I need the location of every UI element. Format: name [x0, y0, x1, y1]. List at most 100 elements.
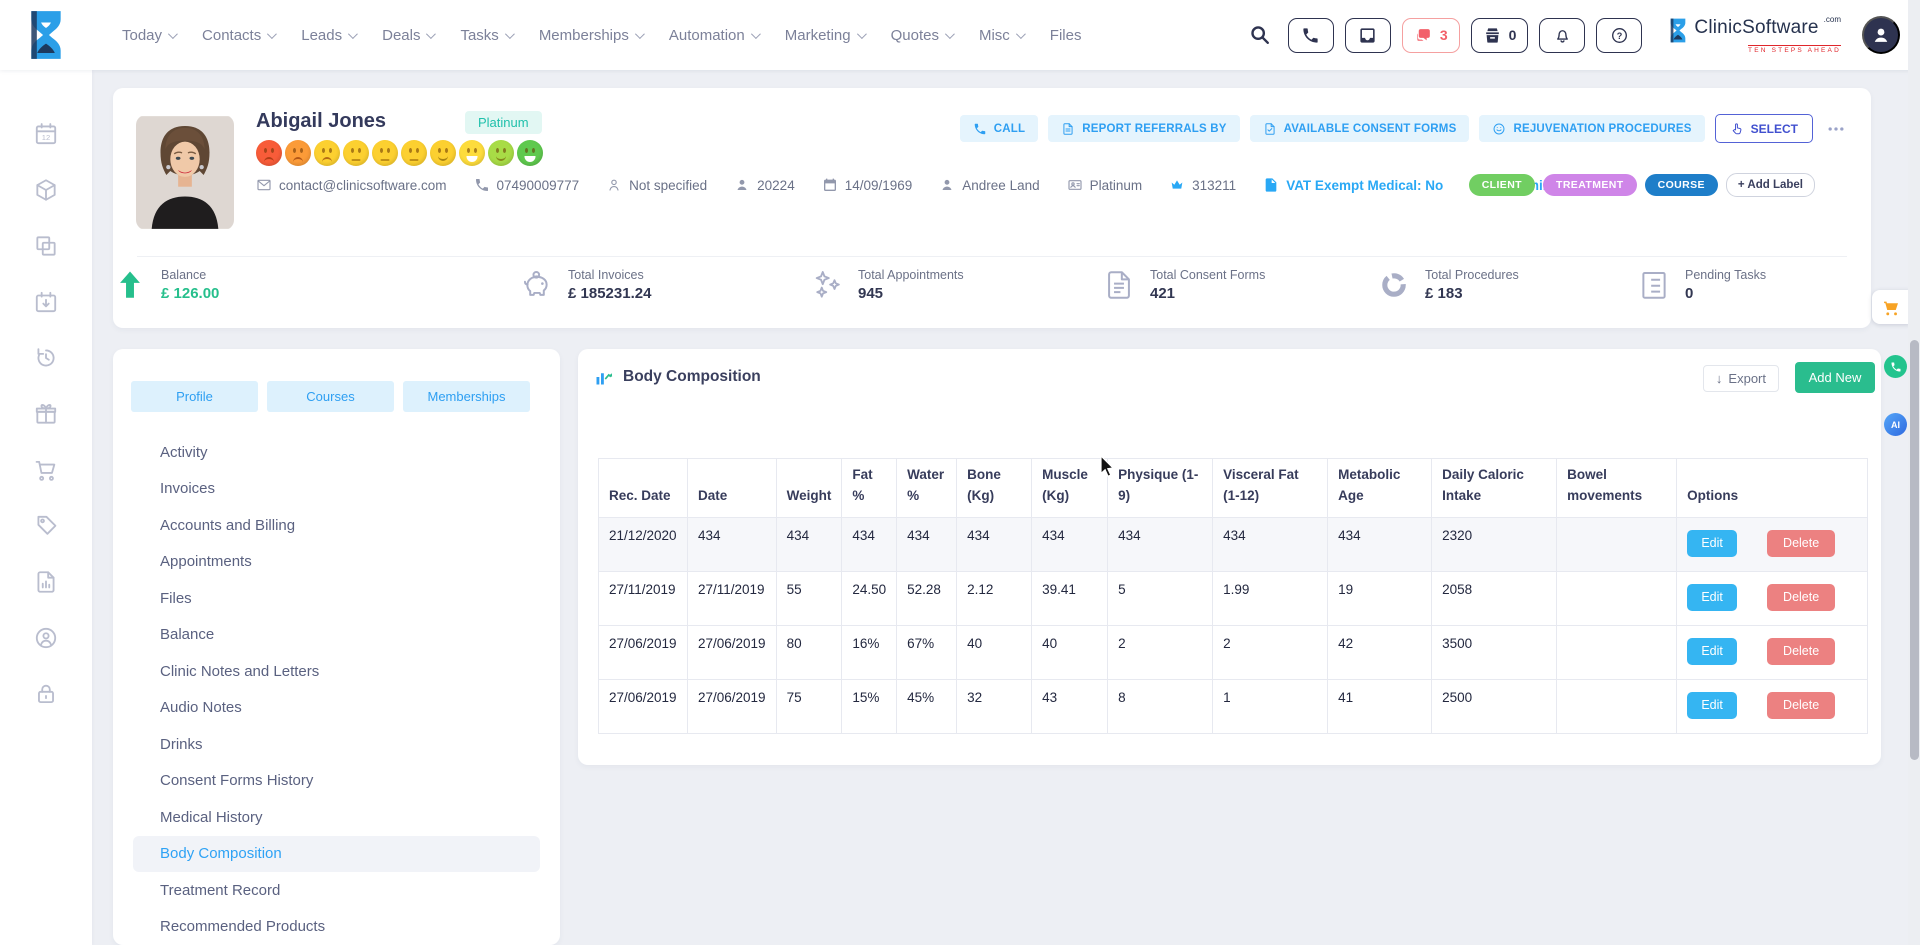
- profile-menu-item[interactable]: Activity: [133, 434, 540, 471]
- patient-action-button[interactable]: REJUVENATION PROCEDURES: [1479, 115, 1704, 142]
- nav-item[interactable]: Misc: [979, 27, 1023, 44]
- nav-item-label: Contacts: [202, 27, 261, 44]
- delete-button[interactable]: Delete: [1767, 530, 1835, 557]
- patient-name: Abigail Jones: [256, 110, 386, 133]
- profile-tab[interactable]: Profile: [131, 381, 258, 412]
- mood-face-icon[interactable]: [314, 140, 340, 166]
- nav-item[interactable]: Automation: [669, 27, 758, 44]
- mood-face-icon[interactable]: [372, 140, 398, 166]
- mood-face-icon[interactable]: [285, 140, 311, 166]
- calendar-12-icon[interactable]: 12: [33, 121, 59, 147]
- nav-item[interactable]: Memberships: [539, 27, 642, 44]
- nav-item[interactable]: Leads: [301, 27, 355, 44]
- add-new-button[interactable]: Add New: [1795, 362, 1875, 393]
- table-cell: 45%: [897, 679, 957, 733]
- mood-face-icon[interactable]: [343, 140, 369, 166]
- chat-button[interactable]: 3: [1402, 18, 1460, 53]
- nav-item[interactable]: Marketing: [785, 27, 864, 44]
- more-actions-button[interactable]: [1823, 119, 1849, 139]
- nav-item[interactable]: Quotes: [891, 27, 952, 44]
- profile-menu-item[interactable]: Consent Forms History: [133, 763, 540, 800]
- inbox-button[interactable]: [1345, 18, 1391, 53]
- profile-menu-item[interactable]: Appointments: [133, 544, 540, 581]
- table-row: 21/12/2020434434434434434434434434434232…: [599, 517, 1868, 571]
- brand-logo[interactable]: ClinicSoftware .com TEN STEPS AHEAD: [1667, 17, 1841, 54]
- mood-face-icon[interactable]: [256, 140, 282, 166]
- table-cell: 40: [1032, 625, 1108, 679]
- hourglass-logo-small-icon: [1667, 17, 1689, 44]
- report-file-icon[interactable]: [33, 569, 59, 595]
- mood-face-icon[interactable]: [488, 140, 514, 166]
- profile-menu-item[interactable]: Treatment Record: [133, 872, 540, 909]
- package-icon[interactable]: [33, 177, 59, 203]
- support-icon[interactable]: [33, 625, 59, 651]
- label-chip[interactable]: COURSE: [1645, 174, 1718, 196]
- copy-icon[interactable]: [33, 233, 59, 259]
- call-widget-button[interactable]: [1884, 355, 1907, 378]
- edit-button[interactable]: Edit: [1687, 638, 1737, 665]
- profile-menu-item[interactable]: Audio Notes: [133, 690, 540, 727]
- person-outline-icon: [606, 177, 622, 193]
- delete-button[interactable]: Delete: [1767, 638, 1835, 665]
- dialer-button[interactable]: [1288, 18, 1334, 53]
- user-avatar-button[interactable]: [1862, 16, 1900, 54]
- label-chip[interactable]: CLIENT: [1469, 174, 1535, 196]
- tags-icon[interactable]: [33, 513, 59, 539]
- nav-item[interactable]: Today: [122, 27, 175, 44]
- add-label-button[interactable]: + Add Label: [1726, 173, 1815, 197]
- nav-item[interactable]: Files: [1050, 27, 1082, 44]
- edit-button[interactable]: Edit: [1687, 692, 1737, 719]
- profile-menu-item[interactable]: Clinic Notes and Letters: [133, 653, 540, 690]
- cart-drawer-toggle[interactable]: [1872, 290, 1910, 324]
- consent-icon: [1263, 122, 1277, 136]
- delete-button[interactable]: Delete: [1767, 692, 1835, 719]
- patient-action-button[interactable]: REPORT REFERRALS BY: [1048, 115, 1239, 142]
- profile-tab[interactable]: Memberships: [403, 381, 530, 412]
- pos-button[interactable]: 0: [1471, 18, 1529, 53]
- stat-value: 421: [1150, 285, 1265, 302]
- export-button[interactable]: ↓ Export: [1703, 365, 1779, 392]
- profile-menu-item[interactable]: Body Composition: [133, 836, 540, 873]
- history-icon[interactable]: [33, 345, 59, 371]
- nav-item[interactable]: Deals: [382, 27, 433, 44]
- scrollbar-track[interactable]: [1908, 0, 1920, 945]
- cart-icon[interactable]: [33, 457, 59, 483]
- edit-button[interactable]: Edit: [1687, 584, 1737, 611]
- notifications-button[interactable]: [1539, 18, 1585, 53]
- mood-face-icon[interactable]: [401, 140, 427, 166]
- patient-action-button[interactable]: AVAILABLE CONSENT FORMS: [1250, 115, 1470, 142]
- topbar-actions: 3 0 ? ClinicSoftware .com TEN STEPS AHEA…: [1249, 0, 1900, 70]
- table-cell: 42: [1328, 625, 1432, 679]
- edit-button[interactable]: Edit: [1687, 530, 1737, 557]
- select-button[interactable]: SELECT: [1715, 114, 1813, 143]
- help-button[interactable]: ?: [1596, 18, 1642, 53]
- search-icon[interactable]: [1249, 24, 1271, 46]
- profile-menu-item[interactable]: Drinks: [133, 726, 540, 763]
- profile-menu-item[interactable]: Medical History: [133, 799, 540, 836]
- contact-item-text: Andree Land: [962, 178, 1039, 193]
- profile-tab[interactable]: Courses: [267, 381, 394, 412]
- hourglass-logo-icon[interactable]: [24, 9, 68, 61]
- nav-item[interactable]: Tasks: [460, 27, 511, 44]
- delete-button[interactable]: Delete: [1767, 584, 1835, 611]
- ai-assistant-button[interactable]: AI: [1884, 413, 1907, 436]
- mood-face-icon[interactable]: [459, 140, 485, 166]
- profile-menu-item[interactable]: Recommended Products: [133, 909, 540, 945]
- stat-label: Total Invoices: [568, 268, 651, 282]
- profile-menu-item[interactable]: Invoices: [133, 471, 540, 508]
- nav-item[interactable]: Contacts: [202, 27, 274, 44]
- scrollbar-thumb[interactable]: [1910, 340, 1919, 760]
- profile-menu-item[interactable]: Accounts and Billing: [133, 507, 540, 544]
- column-header: Date: [688, 459, 777, 518]
- mood-face-icon[interactable]: [430, 140, 456, 166]
- body-composition-card: Body Composition ↓ Export Add New Rec. D…: [578, 349, 1881, 765]
- patient-action-button[interactable]: CALL: [960, 115, 1038, 142]
- profile-menu-item[interactable]: Balance: [133, 617, 540, 654]
- chevron-down-icon: [267, 29, 277, 39]
- calendar-import-icon[interactable]: [33, 289, 59, 315]
- mood-face-icon[interactable]: [517, 140, 543, 166]
- profile-menu-item[interactable]: Files: [133, 580, 540, 617]
- gift-icon[interactable]: [33, 401, 59, 427]
- lock-icon[interactable]: [33, 681, 59, 707]
- label-chip[interactable]: TREATMENT: [1543, 174, 1637, 196]
